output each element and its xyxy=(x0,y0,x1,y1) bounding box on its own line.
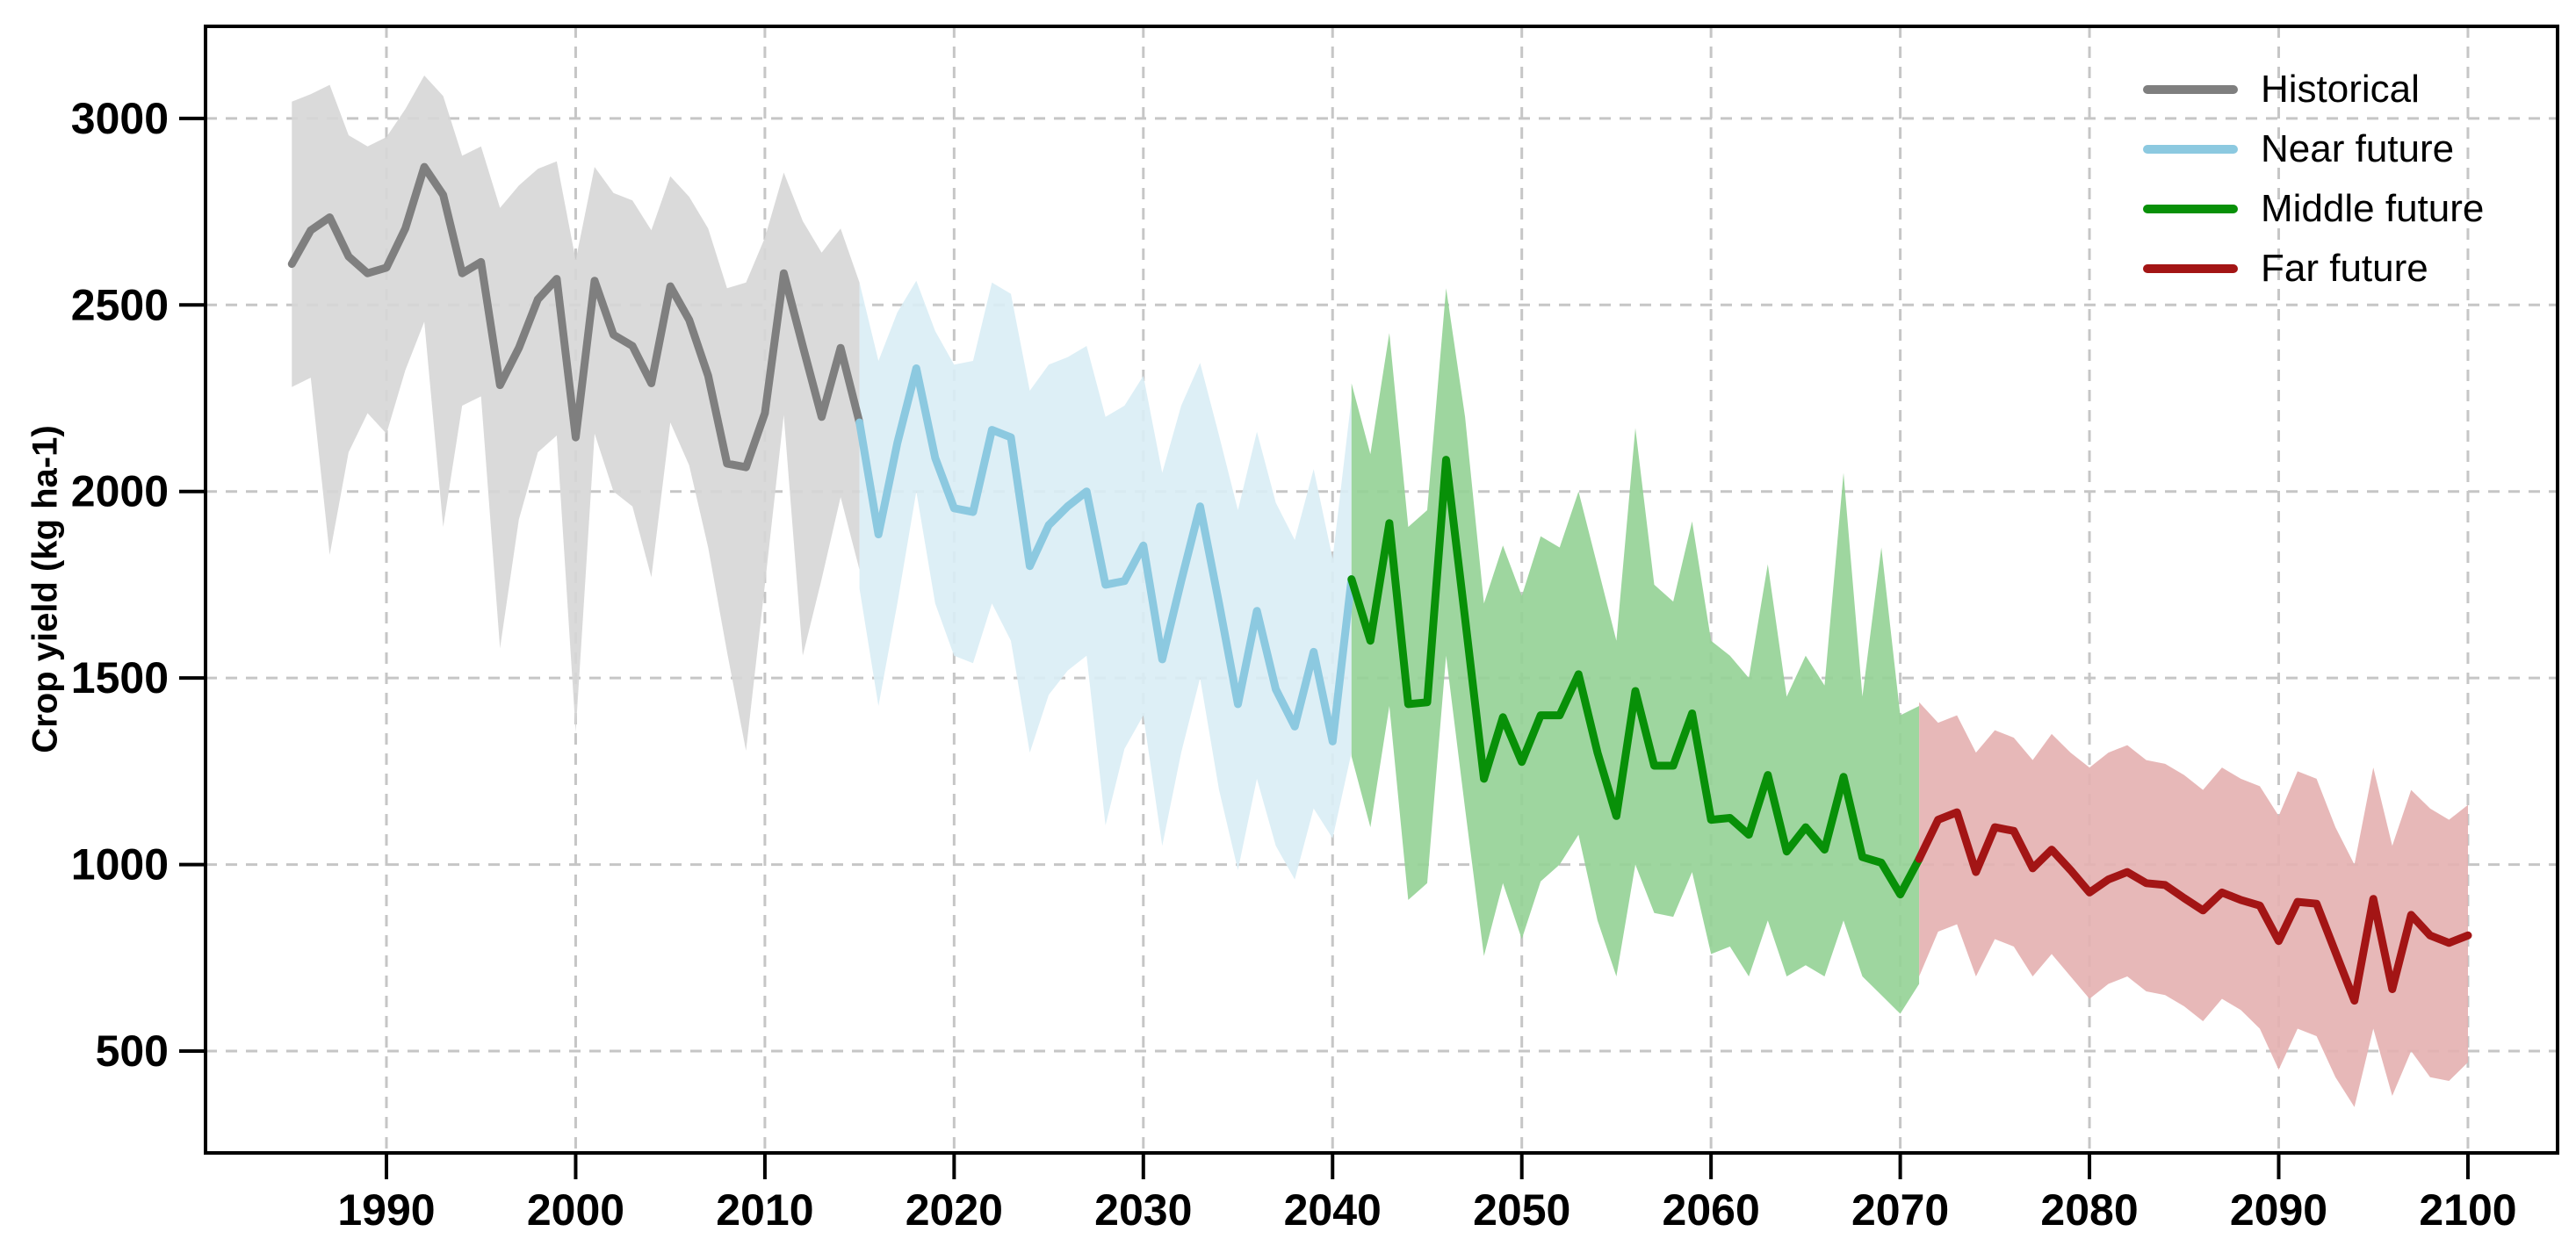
svg-text:2100: 2100 xyxy=(2419,1185,2516,1235)
legend-swatch-far-future xyxy=(2143,264,2238,273)
y-axis-title: Crop yield (kg ha-1) xyxy=(25,425,65,753)
svg-text:2080: 2080 xyxy=(2040,1185,2138,1235)
legend: Historical Near future Middle future Far… xyxy=(2143,60,2484,299)
legend-item-historical: Historical xyxy=(2143,60,2484,119)
svg-text:3000: 3000 xyxy=(71,94,169,143)
svg-text:1990: 1990 xyxy=(337,1185,435,1235)
legend-item-far-future: Far future xyxy=(2143,239,2484,299)
series-lines xyxy=(287,162,2472,1005)
legend-label: Near future xyxy=(2261,127,2455,170)
svg-text:2000: 2000 xyxy=(527,1185,624,1235)
legend-label: Far future xyxy=(2261,247,2428,290)
legend-item-near-future: Near future xyxy=(2143,119,2484,179)
svg-text:500: 500 xyxy=(96,1026,169,1076)
gridlines xyxy=(206,26,2558,1153)
svg-text:1500: 1500 xyxy=(71,653,169,702)
x-axis-ticks: 1990 2000 2010 2020 2030 2040 2050 2060 2070 2080… xyxy=(337,1155,2517,1235)
svg-text:2020: 2020 xyxy=(906,1185,1003,1235)
legend-label: Middle future xyxy=(2261,187,2485,230)
legend-swatch-middle-future xyxy=(2143,205,2238,213)
svg-text:2010: 2010 xyxy=(716,1185,813,1235)
y-axis-ticks: 500 1000 1500 2000 2500 3000 xyxy=(71,94,204,1076)
svg-text:2090: 2090 xyxy=(2230,1185,2327,1235)
legend-item-middle-future: Middle future xyxy=(2143,179,2484,239)
legend-label: Historical xyxy=(2261,68,2420,111)
svg-text:1000: 1000 xyxy=(71,840,169,889)
legend-swatch-historical xyxy=(2143,85,2238,94)
svg-text:2060: 2060 xyxy=(1663,1185,1760,1235)
svg-text:2030: 2030 xyxy=(1094,1185,1192,1235)
svg-text:2050: 2050 xyxy=(1473,1185,1570,1235)
plot-frame xyxy=(204,25,2559,1155)
svg-text:2040: 2040 xyxy=(1284,1185,1382,1235)
svg-text:2070: 2070 xyxy=(1851,1185,1949,1235)
svg-text:2500: 2500 xyxy=(71,280,169,329)
legend-swatch-near-future xyxy=(2143,145,2238,154)
svg-text:2000: 2000 xyxy=(71,467,169,516)
